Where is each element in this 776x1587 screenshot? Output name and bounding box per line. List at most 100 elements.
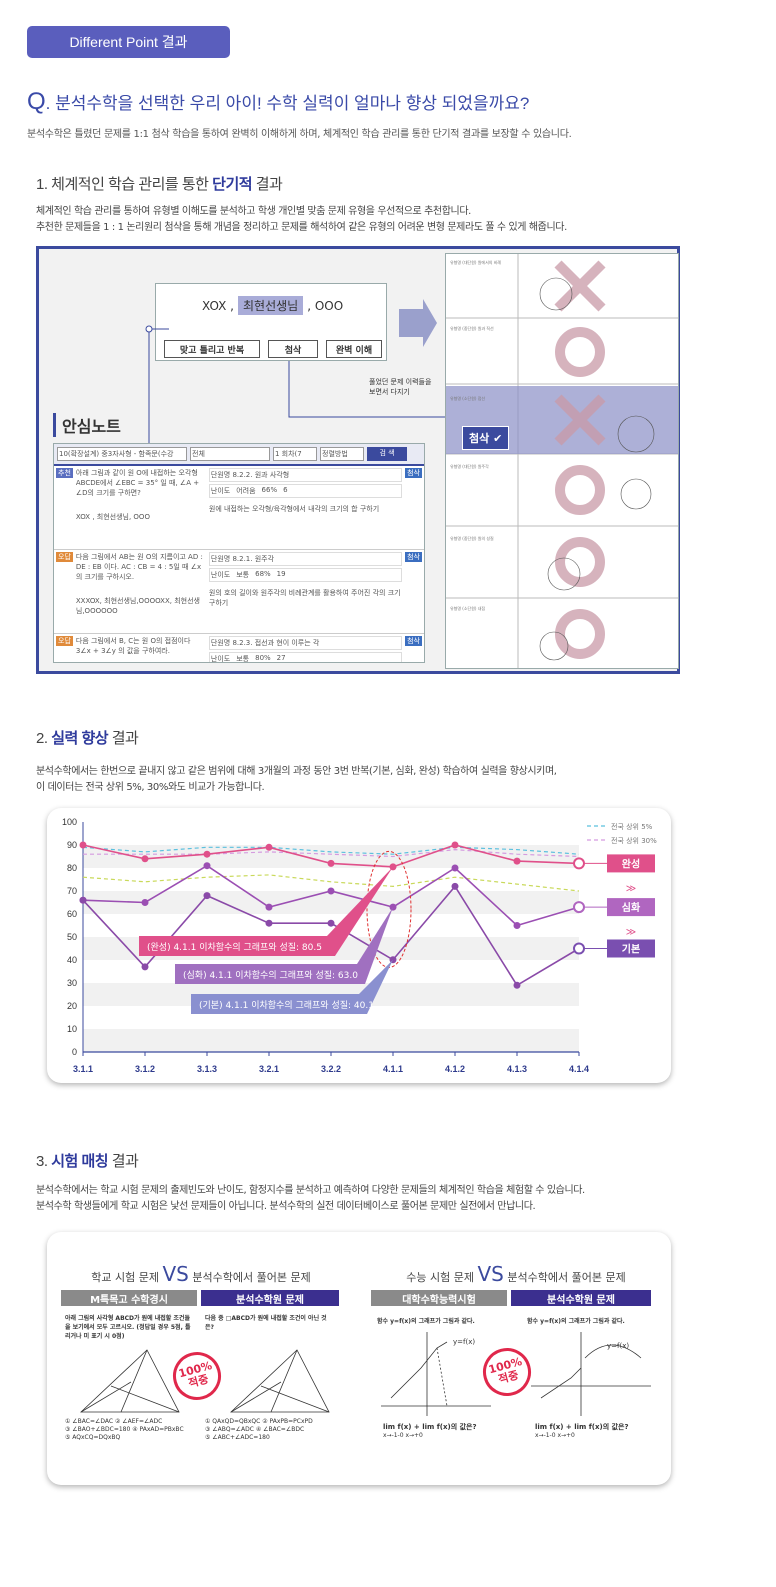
unit-label: 단원명 (210, 639, 231, 647)
row-type: 원의 호의 길이와 원주각의 비례관계를 활용하여 주어진 각의 크기 구하기 (208, 589, 401, 607)
y-tick-label: 60 (67, 909, 77, 919)
x-tick-label: 3.2.2 (321, 1064, 341, 1074)
data-point (327, 887, 335, 895)
connector-dot (145, 325, 153, 333)
right-t2: 분석수학에서 풀어본 문제 (507, 1271, 626, 1284)
section2-desc: 분석수학에서는 한번으로 끝내지 않고 같은 범위에 대해 3개월의 과정 동안… (36, 764, 557, 796)
left-opts1: ① ∠BAC=∠DAC ② ∠AEF=∠ADC ③ ∠BAO+∠BDC=180 … (65, 1418, 184, 1441)
right-sub2: x→-1-0 x→+0 (535, 1432, 575, 1439)
data-point (389, 956, 397, 964)
row-type: 원에 내접하는 오각형/육각형에서 내각의 크기의 합 구하기 (208, 505, 380, 513)
grid-band (83, 1029, 579, 1052)
row-tag: 오답 (56, 636, 73, 646)
row-rate: 80% (255, 654, 271, 662)
x-tick-label: 3.1.3 (197, 1064, 217, 1074)
right-q1: 함수 y=f(x)의 그래프가 그림과 같다. (377, 1318, 475, 1325)
series-line-2 (82, 874, 580, 892)
s1-line2: 추천한 문제들을 1 : 1 논리원리 첨삭을 통해 개념을 정리하고 문제를 … (36, 222, 567, 233)
right-q2: 함수 y=f(x)의 그래프가 그림과 같다. (527, 1318, 625, 1325)
xox-label: XOX , (202, 298, 234, 313)
left-geometry-figures (79, 1349, 330, 1413)
flow-box: XOX , 최현선생님 , OOO 맞고 틀리고 반복 첨삭 완벽 이해 (155, 283, 387, 361)
question-heading: Q. 분석수학을 선택한 우리 아이! 수학 실력이 얼마나 향상 되었을까요? (27, 88, 529, 116)
data-point (265, 903, 273, 911)
right-graph-figures: y=f(x) y=f(x) (381, 1332, 651, 1416)
callout-pointer (359, 959, 393, 1014)
s3-title-a: 3. (36, 1153, 52, 1170)
data-point (327, 919, 335, 927)
left-stamp-b: 적중 (186, 1372, 210, 1391)
diff-label: 난이도 (210, 571, 231, 579)
filter-bar: 10(확장설계) 중3자사형 - 함족문(수강 전체 1 회차(7 정렬방법 검… (54, 444, 424, 466)
badge-0 (607, 854, 655, 873)
correction-stamp: 첨삭 ✔ (462, 426, 510, 450)
problem-rows: 추천 아래 그림과 같이 원 O에 내접하는 오각형 ABCDE에서 ∠EBC =… (54, 466, 424, 663)
series-line-1 (83, 848, 580, 858)
s2-title-c: 결과 (108, 730, 139, 747)
sort-select[interactable]: 정렬방법 (320, 447, 364, 461)
diff-label: 난이도 (210, 487, 231, 495)
right-compare-title: 수능 시험 문제 VS 분석수학에서 풀어본 문제 (371, 1262, 661, 1286)
badge-arrow: ≫ (626, 927, 636, 938)
correction-button[interactable]: 첨삭 (405, 636, 422, 646)
data-point (79, 896, 87, 904)
row-rate: 68% (255, 570, 271, 578)
x-tick-label: 4.1.2 (445, 1064, 465, 1074)
x-tick-label: 4.1.3 (507, 1064, 527, 1074)
x-tick-label: 3.1.1 (73, 1064, 93, 1074)
data-point (451, 841, 459, 849)
ooo-label: , OOO (307, 298, 344, 313)
callout-text: (기본) 4.1.1 이차함수의 그래프와 성질: 40.1 (199, 999, 374, 1011)
svg-text:유형명 (대단원) 원에서의 비례: 유형명 (대단원) 원에서의 비례 (450, 259, 501, 265)
row-answer: XXXOX, 최현선생님,OOOOXX, 최현선생님,OOOOOO (75, 597, 200, 615)
diff-label: 난이도 (210, 655, 231, 663)
svg-text:유형명 (대단원) 원주각: 유형명 (대단원) 원주각 (450, 463, 489, 469)
data-point (203, 892, 211, 900)
data-point (451, 882, 459, 890)
correction-button[interactable]: 첨삭 (405, 552, 422, 562)
badge-dot (573, 901, 585, 914)
data-point (141, 855, 149, 863)
search-button[interactable]: 검 색 (367, 447, 407, 461)
row-unit: 8.2.3. 접선과 현이 이루는 각 (232, 639, 320, 647)
row-answer: XOX , 최현선생님, OOO (75, 513, 150, 521)
s3-line1: 분석수학에서는 학교 시험 문제의 출제빈도와 난이도, 함정지수를 분석하고 … (36, 1185, 585, 1196)
right-fx-2: y=f(x) (607, 1342, 629, 1350)
s3-title-c: 결과 (108, 1153, 139, 1170)
s1-title-b: 단기적 (212, 176, 253, 193)
problem-row: 오답 다음 그림에서 AB는 원 O의 지름이고 AD : DE : EB 이다.… (54, 550, 424, 634)
row-unit: 8.2.2. 원과 사각형 (232, 471, 290, 479)
teacher-label: 최현선생님 (237, 296, 304, 315)
right-t1: 수능 시험 문제 (406, 1271, 474, 1284)
q-mark: Q (27, 88, 46, 115)
correction-button[interactable]: 첨삭 (405, 468, 422, 478)
badge-arrow: ≫ (626, 883, 636, 894)
s2-title-a: 2. (36, 730, 52, 747)
data-point (389, 863, 397, 871)
row-unit: 8.2.1. 원주각 (232, 555, 275, 563)
round-select[interactable]: 1 회차(7 (273, 447, 317, 461)
safe-note-title: 안심노트 (53, 413, 121, 437)
row-diff: 어려움 (236, 487, 256, 495)
callout-text: (완성) 4.1.1 이차함수의 그래프와 성질: 80.5 (147, 941, 322, 953)
right-tag2: 분석수학원 문제 (511, 1290, 651, 1306)
right-lim1: lim f(x) + lim f(x)의 값은? (383, 1423, 477, 1431)
row-diff: 보통 (236, 655, 250, 663)
course-select[interactable]: 10(확장설계) 중3자사형 - 함족문(수강 (57, 447, 187, 461)
correction-box: 첨삭 (268, 340, 318, 358)
section1-title: 1. 체계적인 학습 관리를 통한 단기적 결과 (36, 173, 283, 194)
scope-select[interactable]: 전체 (190, 447, 270, 461)
y-tick-label: 70 (67, 886, 77, 896)
question-text: . 분석수학을 선택한 우리 아이! 수학 실력이 얼마나 향상 되었을까요? (45, 94, 530, 113)
left-t2: 분석수학에서 풀어본 문제 (192, 1271, 311, 1284)
callout-box (175, 964, 365, 984)
legend-label: 전국 상위 30% (611, 836, 657, 845)
s2-line1: 분석수학에서는 한번으로 끝내지 않고 같은 범위에 대해 3개월의 과정 동안… (36, 766, 557, 777)
history-note: 풀었던 문제 이력들을 보면서 다지기 (369, 378, 432, 396)
different-point-pill: Different Point 결과 (27, 26, 230, 58)
badge-label: 심화 (622, 901, 641, 914)
data-point (513, 981, 521, 989)
callout-text: (심화) 4.1.1 이차함수의 그래프와 성질: 63.0 (183, 969, 358, 981)
callout-pointer (327, 866, 393, 956)
flow-labels: XOX , 최현선생님 , OOO (202, 296, 343, 315)
